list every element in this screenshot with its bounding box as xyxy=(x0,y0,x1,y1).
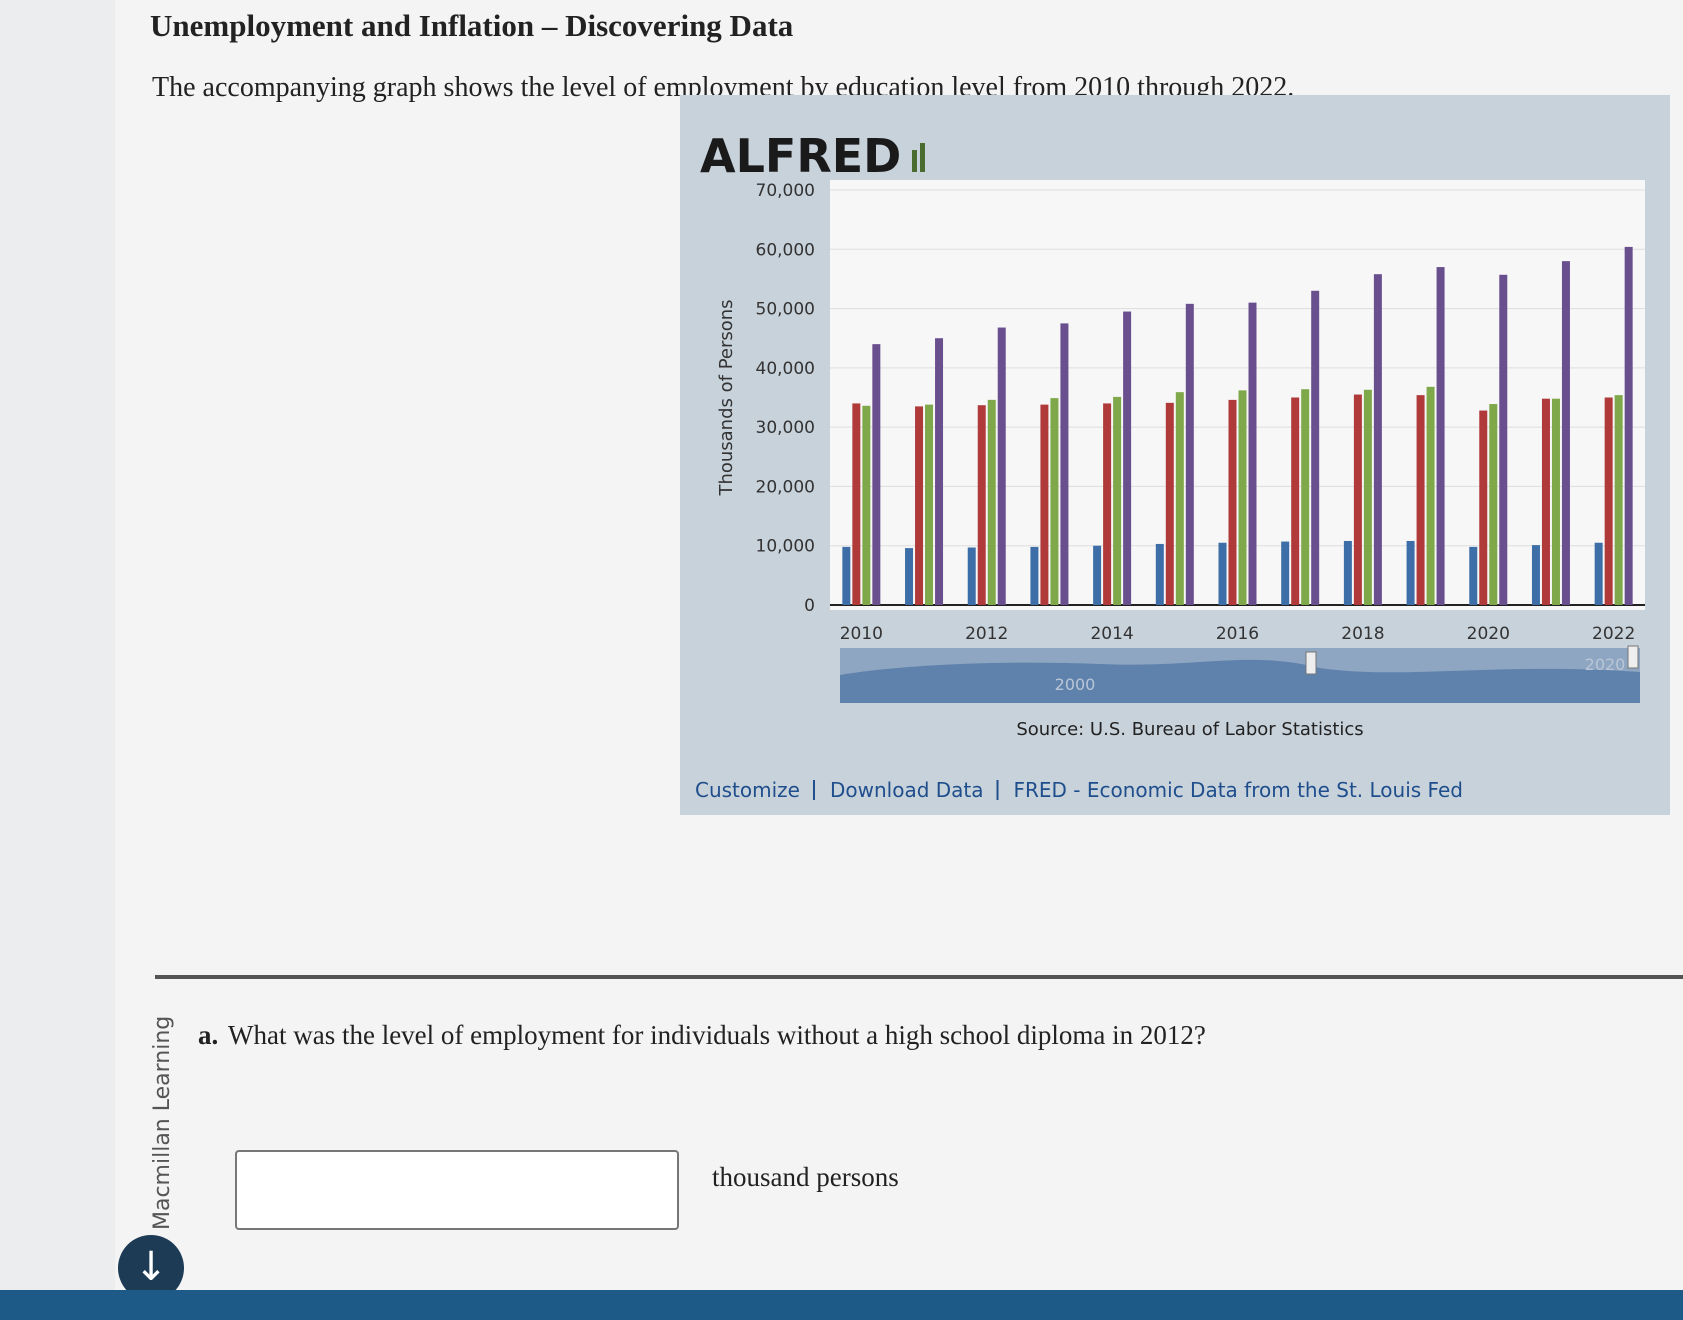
bar xyxy=(1604,397,1613,605)
divider xyxy=(155,975,1683,979)
bar xyxy=(1123,311,1132,605)
navigator-label: 2020 xyxy=(1585,655,1626,674)
bar xyxy=(905,548,914,605)
bar xyxy=(987,399,996,605)
bar xyxy=(1551,398,1560,605)
bar xyxy=(1103,403,1112,605)
y-axis-label: Thousands of Persons xyxy=(716,299,737,496)
question-label: a. xyxy=(198,1020,219,1050)
x-tick-label: 2022 xyxy=(1592,624,1635,644)
bar xyxy=(862,405,871,605)
bar xyxy=(1416,395,1425,605)
bar xyxy=(997,327,1006,605)
y-tick-label: 30,000 xyxy=(756,418,815,438)
bar xyxy=(1469,546,1478,605)
brand: Macmillan Learning xyxy=(150,1015,175,1230)
bar xyxy=(1050,398,1059,605)
bar xyxy=(1531,545,1540,605)
bar xyxy=(842,546,851,605)
x-tick-label: 2020 xyxy=(1467,624,1510,644)
y-tick-label: 10,000 xyxy=(756,537,815,557)
link[interactable]: Download Data xyxy=(830,778,984,802)
bar xyxy=(935,338,944,605)
logo-bar xyxy=(920,143,925,172)
link[interactable]: FRED - Economic Data from the St. Louis … xyxy=(1014,778,1463,802)
x-tick-label: 2018 xyxy=(1341,624,1384,644)
plot-area xyxy=(830,180,1645,610)
bar xyxy=(977,405,986,605)
bar xyxy=(1479,410,1488,605)
bar xyxy=(925,404,934,605)
bar xyxy=(1436,267,1445,605)
navigator-handle[interactable] xyxy=(1305,651,1317,675)
bar xyxy=(967,547,976,605)
x-tick-label: 2016 xyxy=(1216,624,1259,644)
bar xyxy=(1291,397,1300,605)
bar xyxy=(1165,402,1174,605)
chart: ALFRED Thousands of Persons 0 10,000 20,000 3… xyxy=(680,95,1670,815)
bar xyxy=(1218,542,1227,605)
page-title: Unemployment and Inflation – Discovering… xyxy=(150,8,794,43)
bar xyxy=(1281,541,1290,605)
bar xyxy=(872,344,881,605)
x-tick-label: 2010 xyxy=(840,624,883,644)
y-tick-label: 20,000 xyxy=(756,477,815,497)
navigator-handle[interactable] xyxy=(1627,645,1639,669)
answer-input[interactable] xyxy=(235,1150,679,1230)
bar xyxy=(1155,543,1164,605)
bar xyxy=(1406,540,1415,605)
navigator-area xyxy=(840,659,1640,703)
bar xyxy=(1113,396,1122,605)
bar xyxy=(1624,246,1633,605)
bar xyxy=(1489,404,1498,605)
bar xyxy=(1311,290,1320,605)
bar xyxy=(1238,390,1247,605)
bar xyxy=(1594,542,1603,605)
answer-unit: thousand persons xyxy=(712,1162,899,1192)
y-tick-label: 70,000 xyxy=(756,181,815,201)
logo: ALFRED xyxy=(700,129,901,183)
x-tick-label: 2012 xyxy=(965,624,1008,644)
bar xyxy=(1499,274,1508,605)
bar xyxy=(1030,546,1039,605)
link[interactable]: Customize xyxy=(695,778,800,802)
logo-bar xyxy=(912,150,917,172)
bar xyxy=(1175,392,1184,605)
bar xyxy=(1248,302,1257,605)
y-tick-label: 40,000 xyxy=(756,359,815,379)
bar xyxy=(1040,404,1049,605)
y-tick-label: 60,000 xyxy=(756,240,815,260)
bar xyxy=(1228,399,1237,605)
y-tick-label: 50,000 xyxy=(756,300,815,320)
bar xyxy=(1343,540,1352,605)
bar xyxy=(1561,261,1570,605)
bar xyxy=(1353,394,1362,605)
bar xyxy=(915,406,924,605)
navigator-label: 2000 xyxy=(1055,675,1096,694)
bar xyxy=(1426,386,1435,605)
source: Source: U.S. Bureau of Labor Statistics xyxy=(1016,719,1363,740)
bar xyxy=(1093,545,1102,605)
bar xyxy=(1060,323,1069,605)
bar xyxy=(1541,398,1550,605)
bar xyxy=(1363,389,1372,605)
bar xyxy=(1185,303,1194,605)
bar xyxy=(1614,395,1623,605)
bar xyxy=(1301,389,1310,605)
y-tick-label: 0 xyxy=(804,596,815,616)
bottom-bar xyxy=(0,1290,1683,1320)
question-text: What was the level of employment for ind… xyxy=(228,1020,1206,1050)
bar xyxy=(1373,274,1382,605)
x-tick-label: 2014 xyxy=(1090,624,1133,644)
bar xyxy=(852,403,861,605)
